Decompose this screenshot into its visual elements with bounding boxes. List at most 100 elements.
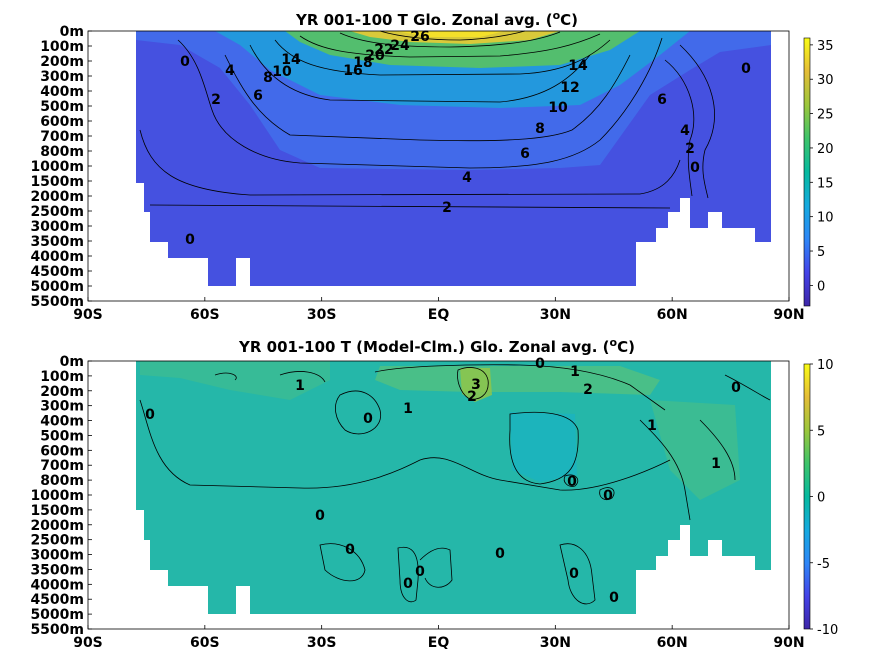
bottom-field — [136, 361, 771, 614]
bottom-y-tick-label: 100m — [40, 369, 84, 385]
top-x-axis: 90S 60S 30S EQ 30N 60N 90N — [73, 297, 805, 323]
top-contour-label: 0 — [741, 61, 751, 77]
top-y-tick-label: 2000m — [30, 189, 84, 205]
top-contour-label: 24 — [390, 38, 410, 54]
bottom-y-tick-label: 400m — [40, 414, 84, 430]
bottom-contour-label: 0 — [535, 356, 545, 372]
bottom-title-unit: C) — [617, 338, 635, 356]
top-colorbar-tick-label: 5 — [817, 245, 825, 260]
bottom-title-main: YR 001-100 T (Model-Clm.) Glo. Zonal avg… — [238, 338, 610, 356]
bottom-colorbar-tick-label: -5 — [817, 557, 830, 572]
top-colorbar-gradient — [803, 37, 811, 307]
top-contour-line — [379, 30, 526, 41]
bottom-warm-band — [375, 366, 660, 395]
top-y-tick-label: 500m — [40, 99, 84, 115]
bottom-y-tick-label: 0m — [60, 354, 84, 370]
bottom-contour-line — [509, 411, 579, 485]
bottom-contour-label: 1 — [647, 418, 657, 434]
bottom-contour-line — [639, 419, 691, 521]
top-title-main: YR 001-100 T Glo. Zonal avg. ( — [295, 11, 553, 29]
bottom-y-tick-label: 500m — [40, 428, 84, 444]
bottom-y-tick-label: 1000m — [30, 488, 84, 504]
top-contour-label: 26 — [410, 29, 429, 45]
bottom-colorbar: -10 -5 0 5 10 — [803, 358, 838, 638]
bottom-y-tick-label: 1500m — [30, 503, 84, 519]
top-title-unit: C) — [560, 11, 578, 29]
bottom-ocean-fill — [136, 361, 771, 614]
bottom-x-tick-label: 90S — [73, 635, 103, 651]
bottom-contour-label: 0 — [345, 542, 355, 558]
top-colorbar-tick-label: 10 — [817, 211, 834, 226]
bottom-cool-pocket — [510, 412, 577, 482]
bottom-y-tick-label: 4500m — [30, 592, 84, 608]
bottom-x-tick-label: 90N — [773, 635, 804, 651]
bottom-contour-line — [563, 474, 579, 487]
top-contour-label: 16 — [343, 63, 362, 79]
bottom-contour-line — [699, 419, 736, 481]
bottom-y-tick-label: 5000m — [30, 607, 84, 623]
bottom-contour-line — [559, 543, 596, 605]
top-x-tick-label: 30S — [307, 307, 337, 323]
top-y-tick-label: 4500m — [30, 264, 84, 280]
top-y-tick-label: 2500m — [30, 204, 84, 220]
bottom-colorbar-gradient — [803, 363, 811, 630]
top-contour-label: 0 — [185, 232, 195, 248]
top-x-tick-label: 90N — [773, 307, 804, 323]
bottom-east-warm — [650, 400, 740, 500]
bottom-y-tick-label: 300m — [40, 399, 84, 415]
bottom-contour-line — [724, 374, 771, 401]
top-y-tick-label: 800m — [40, 144, 84, 160]
bottom-warm-spot — [460, 368, 492, 402]
bottom-x-tick-label: 30S — [307, 635, 337, 651]
top-contour-label: 8 — [263, 70, 273, 86]
top-y-tick-label: 4000m — [30, 249, 84, 265]
top-contour-label: 2 — [685, 141, 695, 157]
bottom-contour-label: 0 — [403, 576, 413, 592]
top-contour-line — [339, 31, 561, 48]
top-contour-label: 14 — [281, 52, 301, 68]
top-contour-label: 8 — [535, 121, 545, 137]
bottom-contour-label: 1 — [570, 364, 580, 380]
top-panel: YR 001-100 T Glo. Zonal avg. (oC) 0 — [30, 9, 833, 323]
bottom-contour-label: 0 — [315, 508, 325, 524]
bottom-y-tick-label: 5500m — [30, 622, 84, 638]
top-x-tick-label: 60S — [190, 307, 220, 323]
bottom-contour-label: 0 — [567, 474, 577, 490]
top-colorbar-tick-label: 15 — [817, 176, 834, 191]
bottom-y-tick-label: 2500m — [30, 533, 84, 549]
top-contour-line — [249, 44, 591, 103]
top-warmest-core — [395, 31, 505, 37]
top-y-tick-label: 700m — [40, 129, 84, 145]
top-contour-line — [299, 33, 601, 58]
bottom-contour-labels: 0 1 0 1 3 2 0 1 2 0 1 1 0 0 0 0 0 0 0 — [145, 356, 741, 592]
top-y-tick-label: 300m — [40, 69, 84, 85]
top-contour-line — [664, 59, 695, 197]
bottom-y-tick-label: 800m — [40, 473, 84, 489]
bottom-contour-label: 0 — [363, 411, 373, 427]
top-contour-line — [679, 44, 715, 199]
top-y-axis: 0m100m200m300m400m500m600m700m800m1000m1… — [30, 24, 92, 310]
bottom-y-tick-label: 3000m — [30, 548, 84, 564]
top-contour-line — [177, 37, 663, 169]
bottom-contour-label: 1 — [403, 401, 413, 417]
bottom-colorbar-tick-label: 0 — [817, 491, 825, 506]
top-contour-label: 6 — [520, 146, 530, 162]
bottom-x-tick-label: 60N — [657, 635, 688, 651]
bottom-colorbar-tick-label: 5 — [817, 424, 825, 439]
bottom-contour-line — [457, 367, 489, 400]
bottom-y-axis: 0m100m200m300m400m500m600m700m800m1000m1… — [30, 354, 92, 638]
top-x-tick-label: 60N — [657, 307, 688, 323]
top-y-tick-label: 200m — [40, 54, 84, 70]
top-contour-label: 4 — [680, 123, 690, 139]
top-warm-yellow — [350, 31, 560, 44]
bottom-contour-label: 0 — [731, 380, 741, 396]
top-contour-label: 2 — [211, 92, 221, 108]
top-colorbar-tick-label: 25 — [817, 108, 834, 123]
bottom-contour-label: 0 — [495, 546, 505, 562]
top-contour-label: 4 — [462, 170, 472, 186]
bottom-contour-label: 1 — [295, 378, 305, 394]
bottom-y-tick-label: 200m — [40, 384, 84, 400]
top-contour-line — [149, 204, 671, 209]
top-y-tick-label: 1500m — [30, 174, 84, 190]
